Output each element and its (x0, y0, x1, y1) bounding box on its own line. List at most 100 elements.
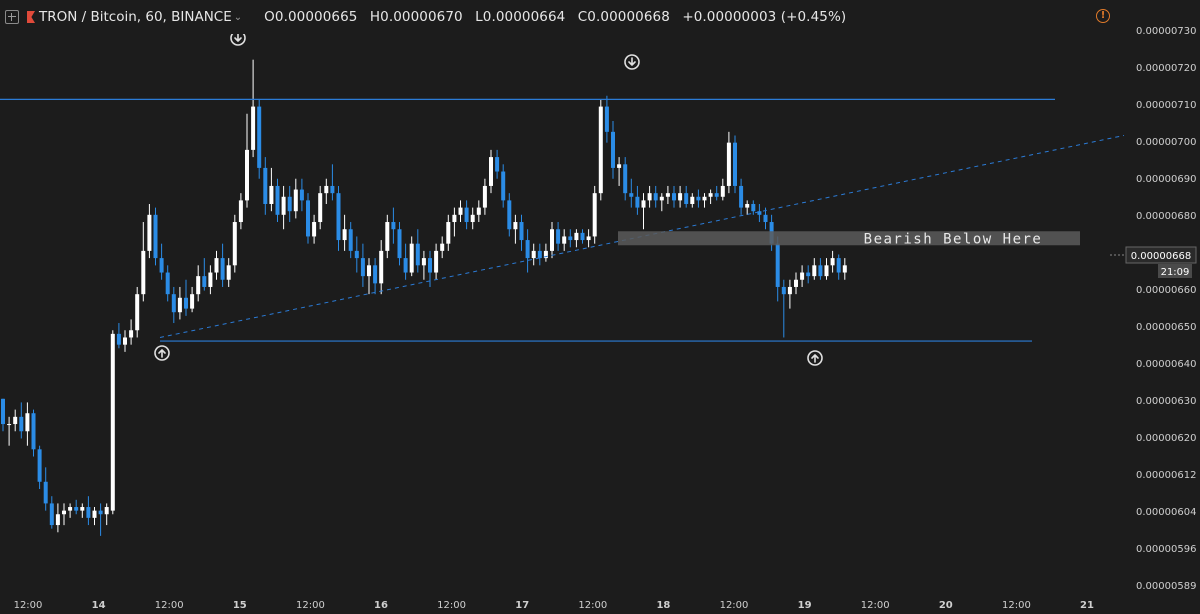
candle-body (287, 196, 292, 212)
candle-body (415, 243, 420, 266)
candle-body (568, 236, 573, 241)
price-tick-label: 0.00000690 (1136, 174, 1196, 185)
candle-body (1, 398, 5, 425)
price-tick-label: 0.00000730 (1136, 26, 1196, 37)
time-axis[interactable]: 12:00 14 12:00 15 12:00 16 12:00 17 12:00 18 12:00… (14, 600, 1094, 611)
candle-body (836, 258, 841, 273)
arrow-up-icon (154, 345, 170, 361)
candle-body (629, 193, 634, 197)
alert-icon[interactable]: ! (1096, 9, 1110, 23)
current-price-label: 0.00000668 (1131, 251, 1191, 262)
ohlc-readout: O0.00000665 H0.00000670 L0.00000664 C0.0… (264, 9, 854, 25)
candle-body (635, 196, 640, 208)
symbol-title[interactable]: TRON / Bitcoin, 60, BINANCE (39, 9, 232, 25)
time-tick-label: 15 (233, 600, 247, 611)
candle-body (37, 449, 42, 482)
candle-body (464, 207, 469, 223)
countdown-tag (1158, 264, 1192, 278)
candle-body (104, 507, 109, 515)
candle-body (367, 265, 371, 277)
candle-body (281, 196, 286, 215)
candle-body (659, 196, 664, 201)
time-tick-label: 12:00 (861, 600, 890, 611)
time-tick-label: 17 (515, 600, 529, 611)
candle-body (489, 157, 493, 186)
candle-body (733, 142, 737, 186)
candle-body (348, 229, 353, 251)
flag-icon[interactable] (27, 11, 35, 23)
change-value: +0.00000003 (+0.45%) (682, 9, 847, 25)
candle-body (641, 200, 646, 208)
candle-body (739, 185, 744, 208)
candle-body (123, 337, 127, 345)
price-tick-label: 0.00000650 (1136, 322, 1196, 333)
close-value: C0.00000668 (577, 9, 670, 25)
drawings: Bearish Below Here (0, 30, 1128, 366)
candles (1, 59, 847, 536)
candle-body (726, 142, 731, 186)
candle-body (251, 106, 256, 150)
time-tick-label: 12:00 (720, 600, 749, 611)
candle-body (592, 193, 597, 237)
candle-body (720, 185, 725, 197)
price-tick-label: 0.00000620 (1136, 433, 1196, 444)
candle-body (550, 229, 554, 251)
candle-body (501, 171, 506, 201)
candle-body (824, 265, 829, 277)
candle-body (598, 106, 603, 194)
candle-body (110, 333, 115, 511)
candle-body (238, 200, 243, 223)
candle-body (342, 229, 347, 241)
time-tick-label: 12:00 (296, 600, 325, 611)
candle-body (208, 272, 213, 287)
candle-body (470, 214, 475, 223)
candle-body (49, 503, 54, 526)
candle-body (446, 222, 451, 244)
time-tick-label: 14 (92, 600, 106, 611)
candle-body (458, 207, 463, 215)
time-tick-label: 21 (1080, 600, 1094, 611)
candle-body (775, 243, 780, 287)
bearish-zone (618, 231, 1080, 246)
candle-body (452, 214, 457, 223)
chevron-down-icon[interactable]: ⌄ (233, 11, 243, 23)
time-tick-label: 19 (798, 600, 812, 611)
arrow-glyph (811, 354, 819, 363)
price-axis[interactable]: 0.00000730 0.00000720 0.00000710 0.00000700… (1125, 0, 1200, 614)
candle-body (781, 286, 786, 295)
price-tick-label: 0.00000604 (1136, 507, 1196, 518)
candle-body (245, 149, 249, 201)
candle-body (98, 510, 103, 515)
candle-body (513, 222, 518, 230)
candle-body (611, 131, 615, 168)
candle-body (25, 413, 30, 432)
candle-body (373, 265, 378, 284)
candle-body (147, 214, 152, 251)
candle-body (434, 250, 439, 273)
candle-body (312, 222, 317, 237)
candle-body (623, 164, 628, 194)
time-tick-label: 12:00 (437, 600, 466, 611)
candle-body (226, 265, 231, 280)
candle-body (537, 250, 542, 259)
candle-body (684, 193, 689, 204)
price-tick-label: 0.00000612 (1136, 470, 1196, 481)
chart-header: TRON / Bitcoin, 60, BINANCE ⌄ O0.0000066… (0, 0, 1110, 34)
candle-body (678, 193, 683, 201)
current-price-tag (1125, 246, 1197, 264)
candle-body (543, 250, 548, 259)
add-symbol-icon[interactable] (5, 10, 19, 24)
candle-body (580, 232, 585, 241)
time-tick-label: 12:00 (155, 600, 184, 611)
candle-body (190, 294, 195, 309)
candle-body (830, 258, 835, 266)
price-tick-label: 0.00000710 (1136, 100, 1196, 111)
price-tick-label: 0.00000640 (1136, 359, 1196, 370)
candle-body (428, 258, 432, 273)
candle-body (92, 510, 97, 518)
candle-body (214, 258, 219, 273)
candle-body (757, 211, 762, 215)
candle-body (129, 330, 134, 338)
candle-body (324, 185, 329, 194)
